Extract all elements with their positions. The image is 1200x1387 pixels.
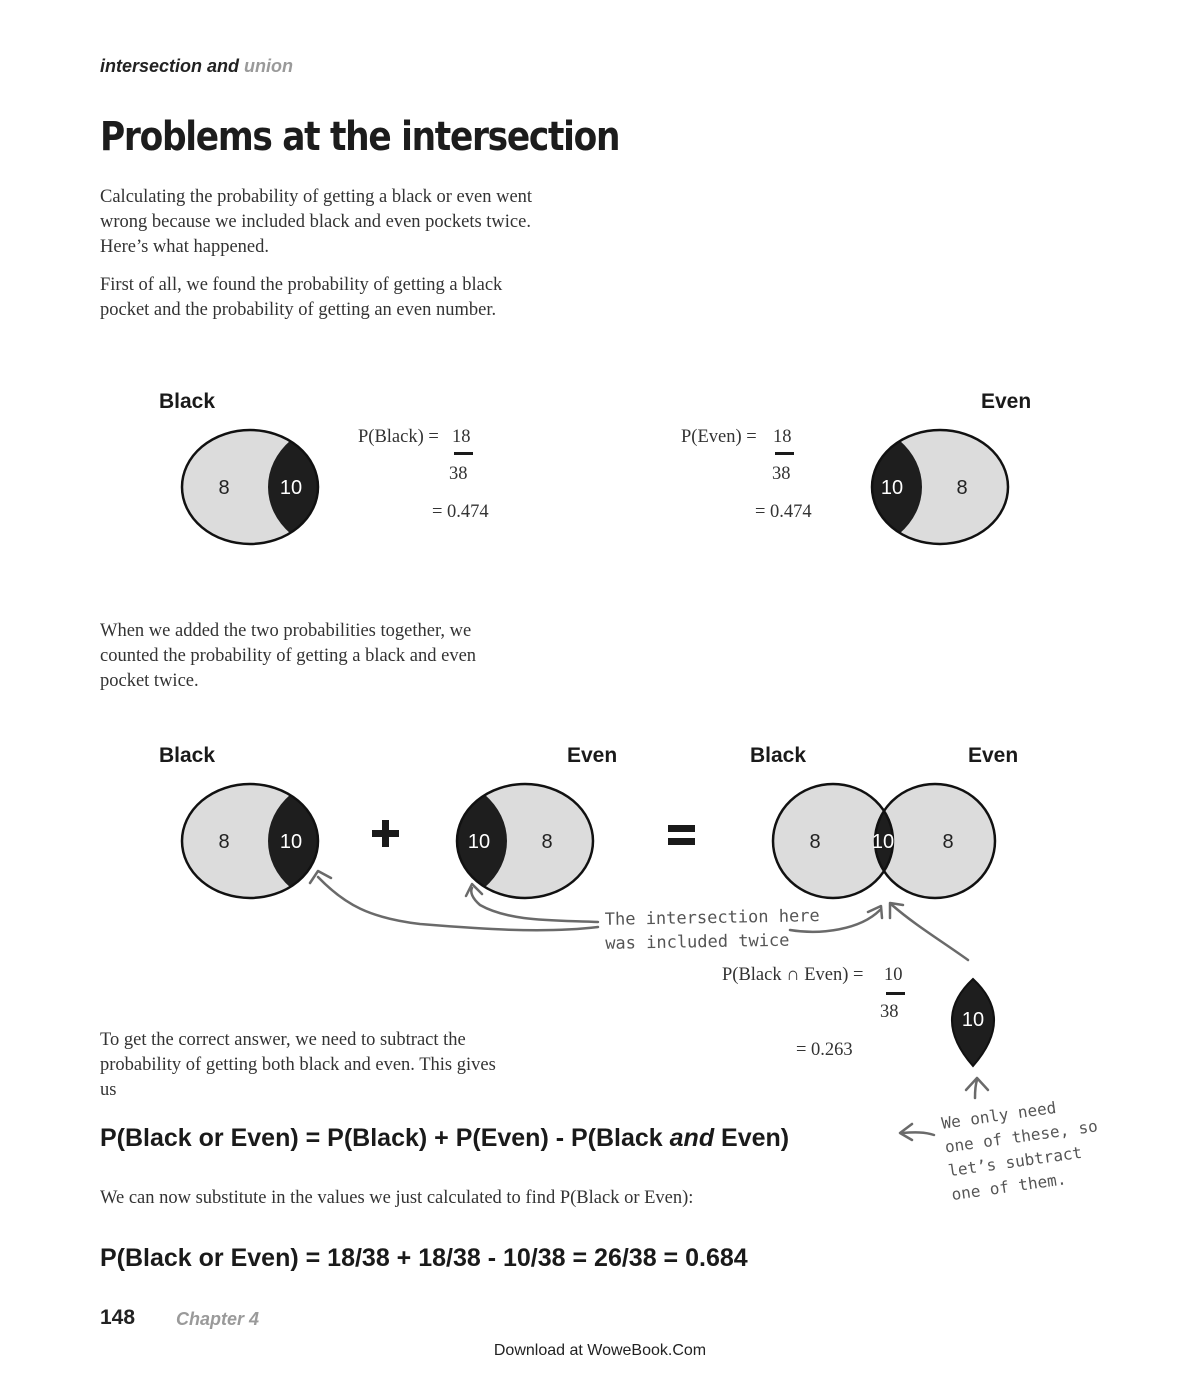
intersection-lens: 10 (951, 977, 995, 1068)
venn-value: 10 (468, 831, 490, 853)
download-credit: Download at WoweBook.Com (493, 1342, 707, 1359)
note-intersection-twice: The intersection here was included twice (605, 904, 821, 956)
annotation-arrows (308, 869, 990, 1142)
arrow-from-lens (890, 903, 970, 962)
venn-value: 8 (218, 477, 229, 499)
p-black-denominator: 38 (449, 464, 468, 484)
venn-value: 8 (956, 477, 967, 499)
general-equation: P(Black or Even) = P(Black) + P(Even) - … (100, 1124, 789, 1153)
venn-value: 10 (881, 477, 903, 499)
venn-even-sum: 10 8 (455, 782, 595, 900)
venn-black-sum: 8 10 (180, 782, 320, 900)
venn-value: 10 (962, 1009, 984, 1031)
black-set-label: Black (159, 744, 216, 767)
p-even-label: P(Even) = (681, 427, 757, 447)
middle-paragraph: When we added the two probabilities toge… (100, 619, 476, 694)
venn-value: 8 (942, 831, 953, 853)
even-set-label: Even (981, 390, 1032, 413)
text-line: probability of getting both black and ev… (100, 1055, 496, 1075)
chapter-label: Chapter 4 (176, 1309, 260, 1329)
p-black-result: = 0.474 (432, 502, 489, 522)
p-black-label: P(Black) = (358, 427, 439, 447)
arrow-to-lens (973, 1078, 979, 1100)
black-set-label: Black (159, 390, 216, 413)
p-black-numerator: 18 (452, 427, 471, 447)
venn-value: 8 (541, 831, 552, 853)
intro-paragraph-2: First of all, we found the probability o… (100, 273, 502, 323)
final-equation: P(Black or Even) = 18/38 + 18/38 - 10/38… (100, 1244, 748, 1272)
substitute-paragraph: We can now substitute in the values we j… (100, 1188, 694, 1208)
text-line: us (100, 1080, 117, 1100)
venn-even-top: 10 8 (870, 428, 1010, 546)
text-line: First of all, we found the probability o… (100, 275, 503, 295)
subtract-paragraph: To get the correct answer, we need to su… (100, 1028, 496, 1103)
text-line: Calculating the probability of getting a… (100, 187, 533, 207)
venn-value: 8 (809, 831, 820, 853)
p-even-result: = 0.474 (755, 502, 812, 522)
venn-black-top: 8 10 (180, 428, 320, 546)
p-intersection-numerator: 10 (884, 965, 903, 985)
arrow-to-left-intersection (316, 875, 600, 932)
text-line: counted the probability of getting a bla… (100, 646, 477, 666)
running-head: intersection and union (100, 56, 293, 77)
fraction-bar (454, 452, 473, 455)
p-even-denominator: 38 (772, 464, 791, 484)
p-even-numerator: 18 (773, 427, 792, 447)
equation-part: P(Black or Even) = P(Black) + P(Even) - … (100, 1124, 670, 1152)
arrow-to-equation (900, 1131, 936, 1137)
p-intersection-label: P(Black ∩ Even) = (722, 965, 864, 985)
fraction-bar (886, 992, 905, 995)
venn-value: 10 (872, 831, 894, 853)
text-line: To get the correct answer, we need to su… (100, 1030, 466, 1050)
p-intersection-result: = 0.263 (796, 1040, 853, 1060)
venn-combined: 8 10 8 (771, 782, 997, 900)
p-intersection-denominator: 38 (880, 1002, 899, 1022)
text-line: When we added the two probabilities toge… (100, 621, 472, 641)
venn-value: 10 (280, 831, 302, 853)
fraction-bar (775, 452, 794, 455)
text-line: pocket twice. (100, 671, 199, 691)
even-set-label: Even (567, 744, 618, 767)
even-set-label: Even (968, 744, 1019, 767)
text-line: wrong because we included black and even… (100, 212, 531, 232)
black-set-label: Black (750, 744, 807, 767)
arrow-to-combined-intersection (788, 908, 882, 934)
arrow-to-middle-intersection (470, 886, 600, 924)
page-number: 148 (100, 1306, 136, 1329)
equals-sign (668, 825, 695, 845)
plus-sign (372, 820, 399, 847)
running-head-sub: union (244, 56, 294, 76)
venn-value: 8 (218, 831, 229, 853)
note-line: was included twice (605, 930, 790, 954)
equation-and: and (669, 1124, 715, 1152)
text-line: Here’s what happened. (100, 237, 270, 257)
text-line: pocket and the probability of getting an… (100, 300, 497, 320)
page-title: Problems at the intersection (100, 114, 620, 160)
running-head-main: intersection and (100, 56, 240, 76)
venn-value: 10 (280, 477, 302, 499)
intro-paragraph-1: Calculating the probability of getting a… (100, 185, 532, 260)
equation-part: Even) (714, 1124, 790, 1152)
